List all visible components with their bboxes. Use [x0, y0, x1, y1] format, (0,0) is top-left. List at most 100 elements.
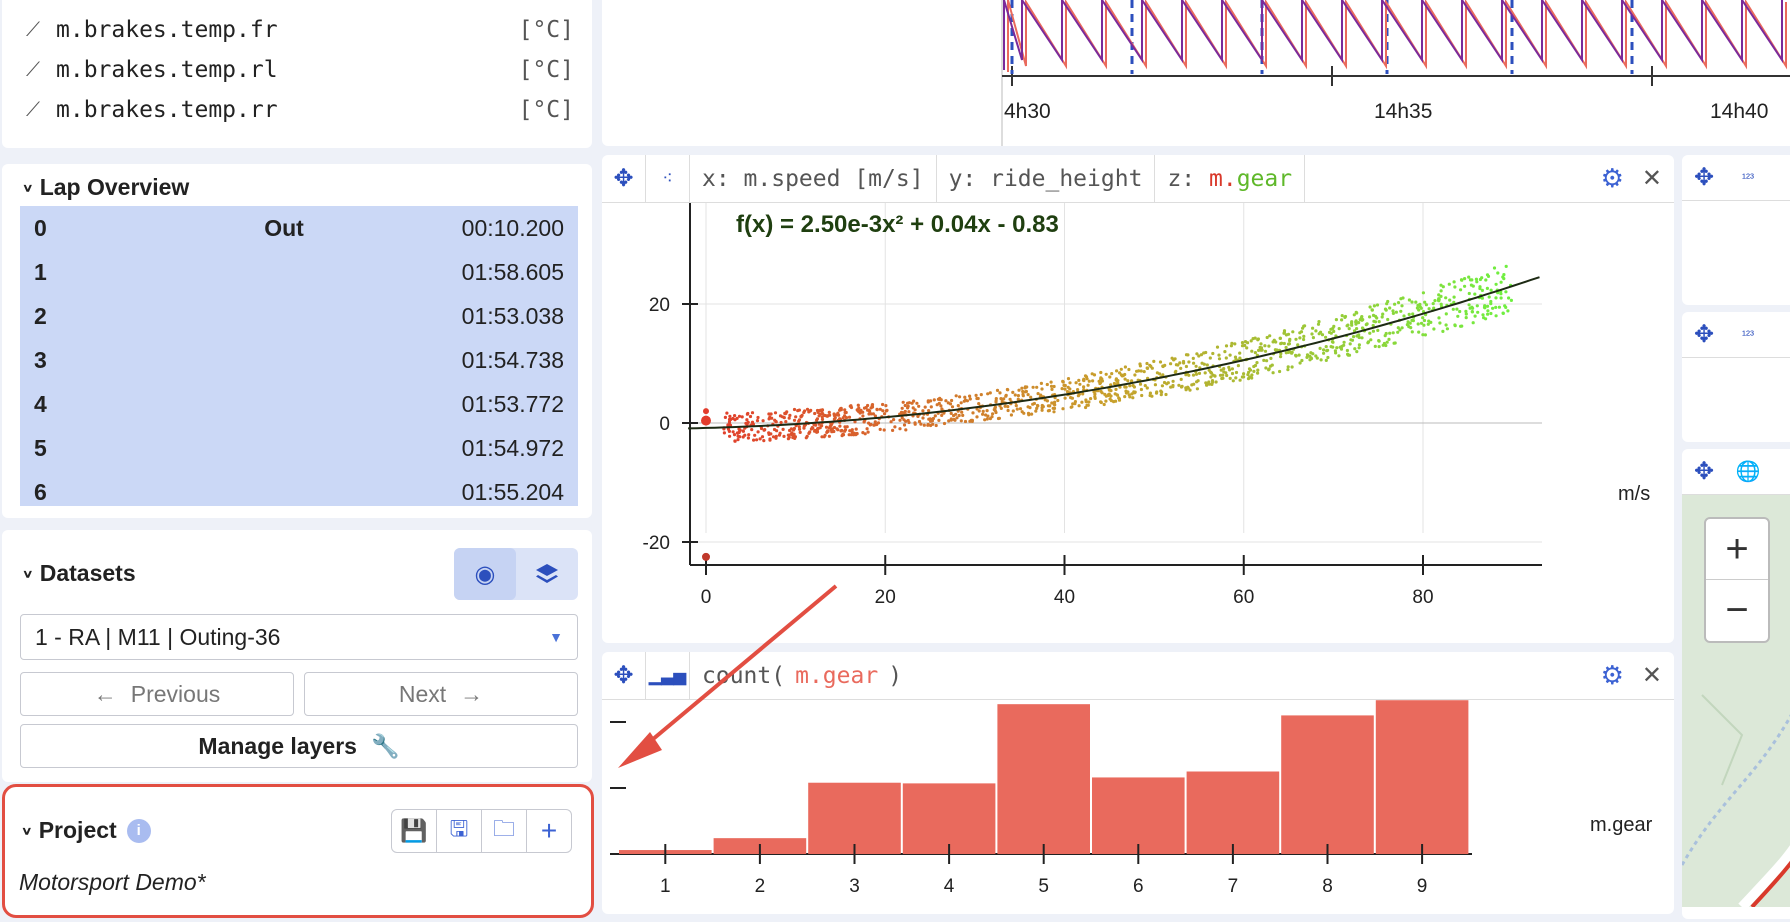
single-dataset-button[interactable]: ◉ [454, 548, 516, 600]
save-project-button[interactable]: 💾 [391, 809, 437, 853]
move-icon[interactable]: ✥ [1693, 164, 1715, 191]
previous-button[interactable]: ← Previous [20, 672, 294, 716]
manage-layers-button[interactable]: Manage layers 🔧 [20, 724, 578, 768]
scatter-point [1437, 297, 1441, 301]
channel-name: m.brakes.temp.rr [56, 97, 278, 123]
scatter-point [913, 408, 917, 412]
scatter-point [1208, 356, 1212, 360]
scatter-point [1078, 382, 1082, 386]
next-button[interactable]: Next → [304, 672, 578, 716]
histogram-bar [1092, 777, 1185, 854]
move-handle[interactable]: ✥ [602, 155, 646, 202]
scatter-type-button[interactable]: ⁖ [646, 155, 690, 202]
lap-row[interactable]: 2 01:53.038 [20, 294, 578, 338]
scatter-point [1117, 397, 1121, 401]
scatter-point [728, 414, 732, 418]
scatter-point [838, 424, 842, 428]
numeric-icon[interactable]: ¹²³ [1742, 170, 1754, 185]
x-tick-label: 1 [660, 876, 671, 897]
gear-icon[interactable]: ⚙ [1600, 163, 1624, 193]
lap-row[interactable]: 6 01:55.204 [20, 470, 578, 506]
scatter-point [1302, 337, 1306, 342]
scatter-point [1197, 371, 1202, 375]
z-field-selector[interactable]: z: m. gear [1155, 155, 1306, 202]
channel-row[interactable]: ⟋ m.brakes.temp.rr [°C] [26, 90, 574, 130]
histogram-bar [1281, 715, 1374, 854]
info-icon[interactable]: i [126, 818, 151, 843]
numeric-icon[interactable]: ¹²³ [1742, 327, 1754, 342]
scatter-point [1029, 395, 1033, 399]
histogram-chart[interactable]: 010002000123456789 [602, 700, 1674, 914]
scatter-point [779, 420, 783, 425]
lap-row[interactable]: 4 01:53.772 [20, 382, 578, 426]
lap-row[interactable]: 5 01:54.972 [20, 426, 578, 470]
scatter-point [1437, 316, 1441, 320]
scatter-point [1066, 377, 1071, 381]
scatter-point [856, 403, 860, 407]
scatter-point [917, 404, 921, 408]
scatter-point [1366, 340, 1371, 344]
scatter-point [1387, 337, 1391, 341]
channel-row[interactable]: ⟋ m.brakes.temp.rl [°C] [26, 50, 574, 90]
scatter-chart[interactable]: 0 20 40 60 80 -20 0 20 [602, 203, 1674, 643]
scatter-point [1463, 277, 1467, 281]
save-as-project-button[interactable]: 🖫 [436, 809, 482, 853]
scatter-point [1504, 290, 1508, 294]
scatter-point [1145, 361, 1149, 366]
close-icon[interactable]: ✕ [1641, 165, 1662, 192]
open-project-button[interactable]: 🗀 [481, 809, 527, 853]
scatter-point [1084, 405, 1088, 410]
lap-overview-header[interactable]: ∨ Lap Overview [22, 174, 189, 201]
move-icon[interactable]: ✥ [1693, 321, 1715, 348]
datasets-header[interactable]: ∨ Datasets [22, 560, 136, 587]
scatter-point [1291, 330, 1295, 334]
lap-row[interactable]: 1 01:58.605 [20, 250, 578, 294]
zoom-in-button[interactable]: + [1706, 519, 1768, 580]
globe-icon[interactable]: 🌐 [1735, 461, 1761, 483]
scatter-point [1051, 406, 1055, 410]
scatter-point [968, 397, 972, 401]
histogram-expression[interactable]: count( m.gear ) [690, 663, 902, 689]
scatter-point [1063, 387, 1067, 391]
scatter-point [756, 430, 760, 434]
scatter-point [1439, 294, 1443, 298]
plus-icon: + [540, 815, 558, 846]
move-icon[interactable]: ✥ [1693, 458, 1715, 485]
scatter-point [778, 414, 783, 418]
zoom-out-button[interactable]: − [1725, 588, 1749, 632]
scatter-point [1210, 382, 1214, 386]
new-project-button[interactable]: + [526, 809, 572, 853]
scatter-point [1453, 285, 1457, 289]
scatter-point [947, 419, 951, 423]
scatter-point [1191, 356, 1195, 360]
scatter-point [1179, 385, 1184, 389]
scatter-point [738, 435, 742, 439]
scatter-point [1444, 312, 1448, 316]
scatter-point [1049, 384, 1054, 388]
timeline-chart[interactable] [602, 0, 1790, 146]
histogram-type-button[interactable]: ▁▃▅ [646, 652, 690, 699]
x-field-selector[interactable]: x: m.speed [m/s] [690, 155, 937, 202]
project-header[interactable]: ∨ Project i [21, 817, 151, 844]
y-field-selector[interactable]: y: ride_height [937, 155, 1156, 202]
scatter-point [1360, 315, 1364, 319]
move-handle[interactable]: ✥ [602, 652, 646, 699]
lap-row[interactable]: 0 Out 00:10.200 [20, 206, 578, 250]
scatter-point [1458, 309, 1462, 314]
scatter-point [1279, 342, 1283, 346]
lap-row[interactable]: 3 01:54.738 [20, 338, 578, 382]
channel-row[interactable]: ⟋ m.brakes.temp.fr [°C] [26, 10, 574, 50]
scatter-point [889, 420, 893, 424]
scatter-point [781, 427, 785, 431]
scatter-point [773, 411, 778, 415]
map-view[interactable]: + − [1682, 495, 1790, 907]
dataset-select[interactable]: 1 - RA | M11 | Outing-36 ▼ [20, 614, 578, 660]
layers-button[interactable] [516, 548, 578, 600]
scatter-point [1388, 331, 1392, 335]
gear-icon[interactable]: ⚙ [1600, 660, 1624, 690]
close-icon[interactable]: ✕ [1641, 662, 1662, 689]
scatter-point [1100, 391, 1104, 395]
scatter-point [1286, 365, 1290, 369]
scatter-point [1202, 351, 1206, 355]
scatter-point [1320, 333, 1325, 337]
